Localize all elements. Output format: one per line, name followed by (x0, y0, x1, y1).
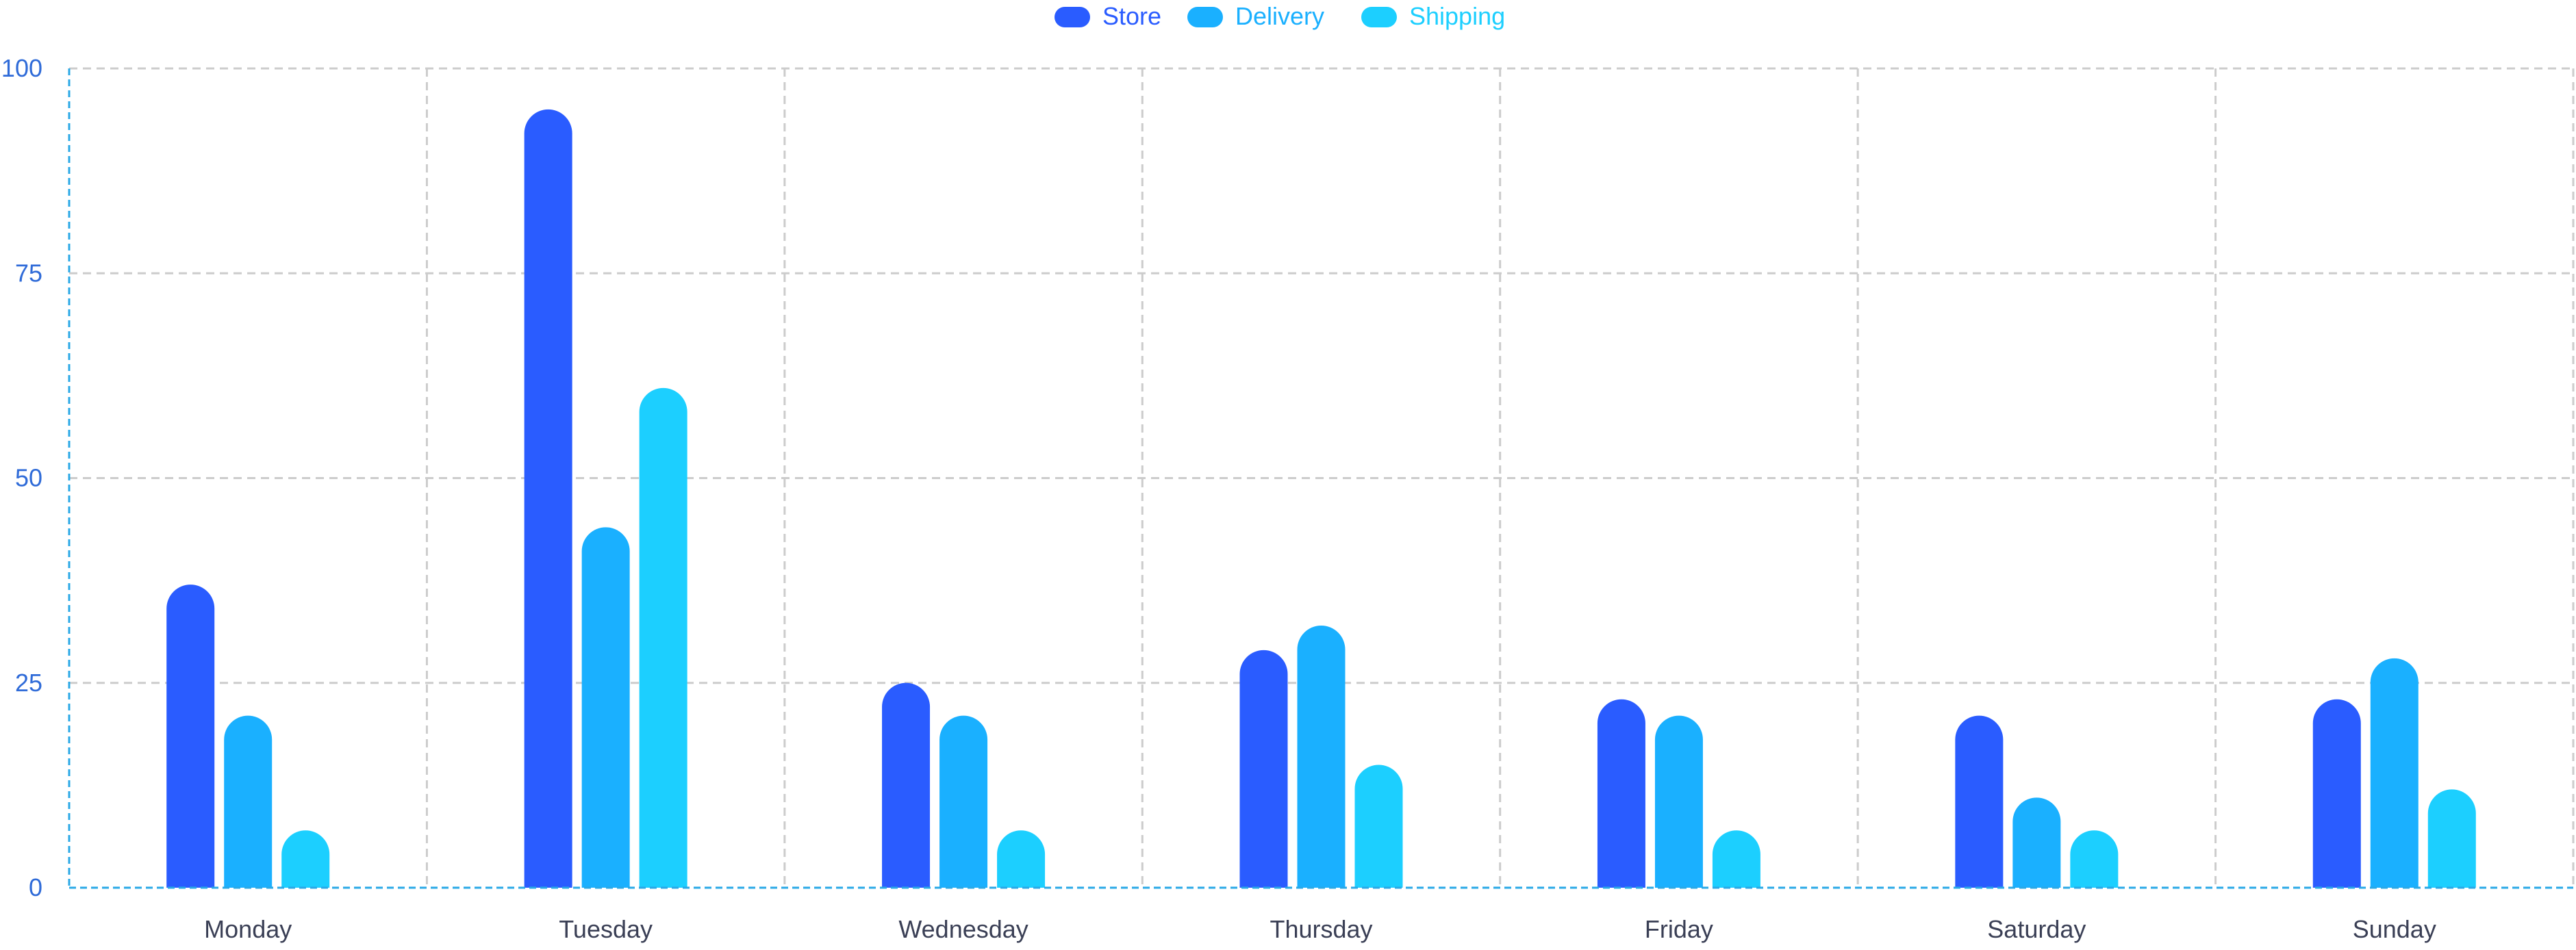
x-tick-label: Wednesday (898, 915, 1028, 943)
x-tick-label: Monday (204, 915, 292, 943)
bar-shipping-friday[interactable] (1712, 830, 1760, 888)
x-axis-ticks: Monday Tuesday Wednesday Thursday Friday Satu… (204, 915, 2436, 943)
bar-store-monday[interactable] (166, 585, 215, 888)
bars (166, 109, 2476, 888)
legend-swatch (1055, 7, 1090, 27)
bar-delivery-friday[interactable] (1654, 715, 1703, 888)
bar-shipping-thursday[interactable] (1354, 765, 1403, 888)
bar-store-friday[interactable] (1597, 699, 1645, 888)
x-tick-label: Friday (1645, 915, 1713, 943)
bar-delivery-tuesday[interactable] (581, 527, 630, 888)
legend-swatch (1187, 7, 1223, 27)
legend-item-shipping[interactable]: Shipping (1361, 2, 1505, 30)
legend: Store Delivery Shipping (1055, 2, 1505, 30)
x-tick-label: Sunday (2353, 915, 2436, 943)
legend-item-store[interactable]: Store (1055, 2, 1161, 30)
bar-delivery-monday[interactable] (224, 715, 273, 888)
bar-store-tuesday[interactable] (524, 109, 572, 888)
bar-shipping-sunday[interactable] (2427, 789, 2476, 888)
legend-swatch (1361, 7, 1397, 27)
bar-delivery-saturday[interactable] (2012, 797, 2061, 888)
legend-item-delivery[interactable]: Delivery (1187, 2, 1324, 30)
y-tick-label: 50 (15, 464, 42, 492)
bar-shipping-saturday[interactable] (2070, 830, 2119, 888)
bar-store-sunday[interactable] (2312, 699, 2361, 888)
y-tick-label: 0 (29, 873, 42, 901)
x-tick-label: Saturday (1987, 915, 2086, 943)
y-axis-ticks: 0 25 50 75 100 (1, 54, 42, 901)
bar-store-thursday[interactable] (1239, 650, 1288, 888)
axes (68, 68, 2573, 889)
legend-label: Store (1102, 2, 1161, 30)
bar-shipping-wednesday[interactable] (997, 830, 1046, 888)
bar-shipping-monday[interactable] (281, 830, 330, 888)
y-tick-label: 75 (15, 259, 42, 287)
bar-delivery-thursday[interactable] (1297, 625, 1346, 888)
bar-store-saturday[interactable] (1955, 715, 2004, 888)
bar-shipping-tuesday[interactable] (639, 387, 687, 888)
y-tick-label: 100 (1, 54, 42, 82)
legend-label: Delivery (1235, 2, 1324, 30)
bar-delivery-wednesday[interactable] (939, 715, 988, 888)
bar-delivery-sunday[interactable] (2370, 658, 2419, 888)
y-tick-label: 25 (15, 669, 42, 697)
x-tick-label: Thursday (1270, 915, 1372, 943)
bar-store-wednesday[interactable] (882, 682, 931, 888)
legend-label: Shipping (1409, 2, 1505, 30)
x-tick-label: Tuesday (559, 915, 653, 943)
